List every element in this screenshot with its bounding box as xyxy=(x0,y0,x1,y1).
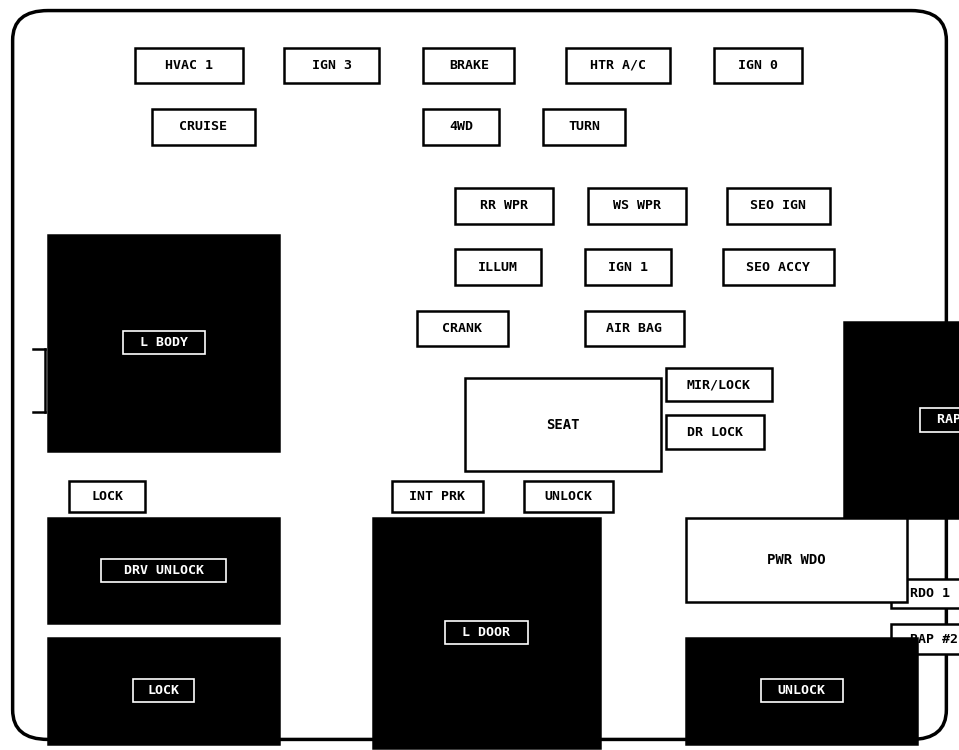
Bar xyxy=(135,47,243,83)
Bar xyxy=(585,249,671,285)
Text: AIR BAG: AIR BAG xyxy=(606,322,663,335)
Text: CRUISE: CRUISE xyxy=(179,120,227,134)
FancyBboxPatch shape xyxy=(12,10,947,740)
Bar xyxy=(69,481,146,512)
Text: 4WD: 4WD xyxy=(449,120,473,134)
Text: IGN 3: IGN 3 xyxy=(312,59,352,72)
Text: BRAKE: BRAKE xyxy=(449,59,489,72)
Bar xyxy=(423,47,514,83)
Bar xyxy=(566,47,669,83)
Bar xyxy=(284,47,379,83)
Bar xyxy=(686,638,918,744)
Bar xyxy=(133,680,194,703)
Bar xyxy=(727,188,830,224)
Text: HVAC 1: HVAC 1 xyxy=(165,59,213,72)
Text: RR WPR: RR WPR xyxy=(480,200,528,212)
Bar xyxy=(152,109,255,145)
Text: SEAT: SEAT xyxy=(546,418,579,432)
Bar xyxy=(455,249,541,285)
Text: RAP #2: RAP #2 xyxy=(910,632,958,646)
Bar xyxy=(525,481,613,512)
Bar xyxy=(423,109,499,145)
Bar xyxy=(723,249,834,285)
Bar xyxy=(48,518,279,623)
Text: L BODY: L BODY xyxy=(140,336,188,350)
Text: L DOOR: L DOOR xyxy=(462,626,510,639)
Bar xyxy=(48,235,279,451)
Bar xyxy=(373,518,600,748)
Bar xyxy=(844,322,959,518)
Text: DRV UNLOCK: DRV UNLOCK xyxy=(124,564,203,577)
Bar xyxy=(101,559,226,582)
Bar xyxy=(544,109,625,145)
Text: INT PRK: INT PRK xyxy=(409,490,465,503)
Bar xyxy=(465,378,661,471)
Bar xyxy=(760,680,843,703)
Bar xyxy=(391,481,482,512)
Text: LOCK: LOCK xyxy=(148,684,179,698)
Text: MIR/LOCK: MIR/LOCK xyxy=(687,378,751,391)
Text: SEO ACCY: SEO ACCY xyxy=(746,261,810,274)
Text: UNLOCK: UNLOCK xyxy=(545,490,593,503)
Bar xyxy=(891,624,959,654)
Text: LOCK: LOCK xyxy=(91,490,124,503)
Bar xyxy=(417,310,508,346)
Bar xyxy=(686,518,907,602)
Bar xyxy=(123,332,204,355)
Text: WS WPR: WS WPR xyxy=(613,200,661,212)
Text: SEO IGN: SEO IGN xyxy=(750,200,807,212)
Bar xyxy=(666,368,772,401)
Bar xyxy=(920,408,959,431)
Bar xyxy=(585,310,684,346)
Text: ILLUM: ILLUM xyxy=(478,261,518,274)
Text: IGN 0: IGN 0 xyxy=(738,59,778,72)
Text: IGN 1: IGN 1 xyxy=(608,261,648,274)
Text: RAP #1: RAP #1 xyxy=(937,413,959,427)
Bar xyxy=(48,638,279,744)
Text: RDO 1: RDO 1 xyxy=(910,587,950,600)
Bar xyxy=(588,188,686,224)
Text: CRANK: CRANK xyxy=(442,322,482,335)
Text: PWR WDO: PWR WDO xyxy=(767,553,826,567)
Bar xyxy=(445,621,527,644)
Text: DR LOCK: DR LOCK xyxy=(688,425,743,439)
Bar xyxy=(666,416,764,449)
Bar xyxy=(455,188,553,224)
Text: TURN: TURN xyxy=(569,120,600,134)
Text: HTR A/C: HTR A/C xyxy=(590,59,645,72)
Bar xyxy=(891,579,959,608)
Text: UNLOCK: UNLOCK xyxy=(778,684,826,698)
Bar xyxy=(713,47,803,83)
